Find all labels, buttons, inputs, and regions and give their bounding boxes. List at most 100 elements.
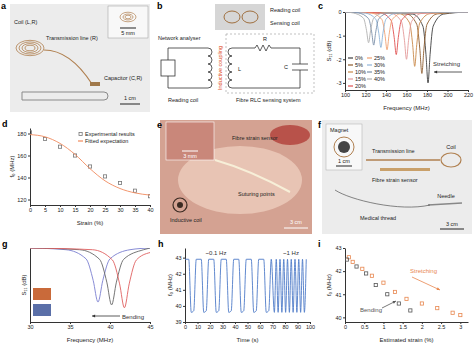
series-line: [345, 12, 468, 66]
annotation: Bending: [360, 307, 382, 313]
tick: -3: [337, 80, 345, 86]
photo-label: 5 mm: [121, 30, 135, 36]
capacitor: [90, 82, 100, 86]
tick-mark: [183, 322, 185, 323]
annotation: Bending: [122, 314, 144, 320]
photo-label: Fibre strain sensor: [372, 177, 418, 183]
tick-label: 120: [17, 197, 26, 203]
magnet: [338, 141, 350, 153]
tick-mark: [343, 83, 345, 84]
tick-mark: [183, 290, 185, 291]
point: [459, 313, 462, 316]
arrow-head: [434, 70, 437, 73]
coil: [123, 14, 133, 20]
x-axis-title: Strain (%): [77, 220, 104, 226]
series-line: [345, 12, 468, 45]
tick-label: 160: [402, 92, 411, 98]
inset: [326, 124, 362, 170]
legend-label: 10%: [355, 69, 366, 75]
legend: Experimental resultsFitted expectation: [78, 131, 135, 144]
point: [361, 267, 364, 270]
point: [351, 260, 354, 263]
axis-line: [31, 205, 151, 206]
legend-swatch: [79, 132, 82, 135]
photo-label: Coil (L,R): [14, 19, 37, 25]
scale-bar: [182, 151, 198, 152]
inset-photo: [33, 304, 51, 316]
legend-label: 30%: [374, 62, 385, 68]
annotation: ~1 Hz: [283, 250, 299, 256]
x-axis-title: Frequency (MHz): [383, 105, 429, 111]
tick: 40: [175, 303, 185, 309]
tick: 140: [17, 175, 30, 181]
x-axis: 30354045: [27, 322, 153, 330]
tick: 100: [306, 322, 315, 330]
tick-label: -1: [337, 33, 342, 39]
y-axis: 0-1-2-3: [337, 9, 346, 90]
tick: 30: [220, 322, 226, 330]
figure: aCoil (L,R)Transmission line (R)Capacito…: [0, 0, 474, 354]
tick-mark: [28, 200, 30, 201]
tick: 90: [295, 322, 301, 330]
tick: 30: [27, 322, 33, 330]
tick-label: 40: [232, 324, 238, 330]
legend-label: 15%: [355, 76, 366, 82]
tick-mark: [343, 248, 345, 249]
inset-photo: [33, 288, 51, 300]
tick: 41: [335, 292, 345, 298]
series-line: [30, 135, 150, 196]
tick: 39: [175, 319, 185, 325]
point: [382, 281, 385, 284]
tick: 35: [132, 205, 138, 213]
tick-mark: [28, 178, 30, 179]
figure-svg: aCoil (L,R)Transmission line (R)Capacito…: [0, 0, 474, 354]
panel-letter: a: [1, 1, 7, 11]
x-axis: 100120140160180200220: [341, 90, 473, 98]
coil: [173, 198, 187, 212]
tick-label: 140: [17, 175, 26, 181]
thread: [335, 190, 430, 207]
coil: [125, 15, 131, 19]
tick-label: 39: [175, 319, 181, 325]
tick-label: 10: [195, 324, 201, 330]
point: [393, 290, 396, 293]
scale-bar: [284, 228, 308, 229]
point: [451, 311, 454, 314]
tick-label: -3: [337, 80, 342, 86]
inset: [108, 6, 148, 38]
coil: [242, 11, 258, 23]
tick: 20: [207, 322, 213, 330]
legend-swatch: [348, 64, 353, 65]
tick-mark: [343, 294, 345, 295]
tick-label: 70: [270, 324, 276, 330]
y-axis: [30, 249, 31, 323]
series-line: [185, 259, 306, 312]
tick-label: 100: [306, 324, 315, 330]
transmission-line: [44, 50, 92, 84]
axis-line: [30, 249, 31, 323]
legend-swatch: [367, 64, 372, 65]
x-axis: 0510152025303540: [29, 205, 154, 213]
photo-label: Magnet: [330, 127, 349, 133]
legend-swatch: [348, 71, 353, 72]
photo-label: Fibre RLC sensing system: [236, 97, 301, 103]
chart: 30354045gFrequency (MHz)S₁₁ (dB)Bending: [2, 239, 154, 343]
tick: 0: [338, 9, 345, 15]
photo-label: 3 cm: [290, 219, 302, 225]
tick-mark: [183, 274, 185, 275]
coil: [441, 153, 461, 167]
sensing-coil: [228, 48, 232, 88]
tick-label: 41: [335, 292, 341, 298]
tick-label: 25: [102, 207, 108, 213]
tick-label: 120: [361, 92, 370, 98]
tick-label: 160: [17, 153, 26, 159]
tick: 3: [459, 322, 462, 330]
point: [118, 181, 121, 184]
tick-label: 45: [147, 324, 153, 330]
tick: 5: [44, 205, 47, 213]
analyser: [161, 60, 175, 76]
tick: 0.5: [361, 322, 369, 330]
tick: 40: [107, 322, 113, 330]
fibre: [380, 168, 430, 171]
tick-label: 0: [344, 324, 347, 330]
